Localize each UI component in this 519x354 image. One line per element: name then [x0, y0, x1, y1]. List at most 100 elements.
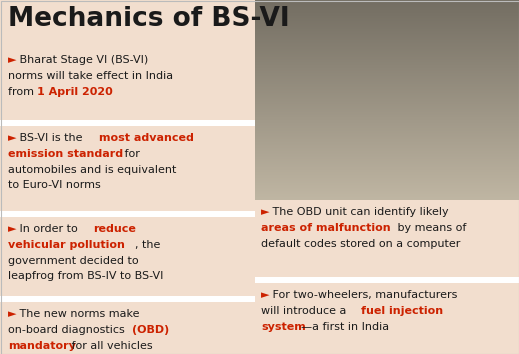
Bar [255, 171, 519, 172]
Bar [255, 133, 519, 134]
Bar [255, 136, 519, 137]
Bar [0, 126, 255, 214]
Bar [255, 14, 519, 15]
Bar [255, 69, 519, 70]
Bar [255, 161, 519, 162]
Bar [255, 121, 519, 122]
Bar [255, 67, 519, 68]
Bar [255, 118, 519, 119]
Bar [255, 156, 519, 157]
Bar [255, 135, 519, 136]
Bar [255, 75, 519, 76]
Bar [255, 130, 519, 131]
Bar [255, 48, 519, 49]
Bar [255, 126, 519, 127]
Bar [255, 26, 519, 27]
Bar [255, 57, 519, 58]
Text: , the: , the [134, 240, 160, 250]
Bar [255, 20, 519, 21]
Bar [255, 88, 519, 89]
Bar [255, 80, 519, 81]
Bar [255, 194, 519, 195]
Bar [255, 9, 519, 10]
Text: to Euro-VI norms: to Euro-VI norms [8, 180, 101, 190]
Bar [255, 65, 519, 66]
Bar [255, 159, 519, 160]
Bar [255, 183, 519, 184]
Bar [255, 151, 519, 152]
Bar [255, 86, 519, 87]
Bar [0, 217, 255, 299]
Bar [255, 143, 519, 144]
Text: In order to: In order to [16, 224, 81, 234]
Bar [255, 24, 519, 25]
Bar [255, 12, 519, 13]
Bar [255, 124, 519, 125]
Bar [255, 184, 519, 185]
Bar [255, 11, 519, 12]
Bar [255, 55, 519, 56]
Bar [255, 186, 519, 187]
Bar [255, 33, 519, 34]
Bar [255, 77, 519, 78]
Bar [255, 79, 519, 80]
Bar [255, 54, 519, 55]
Bar [255, 16, 519, 17]
Text: default codes stored on a computer: default codes stored on a computer [261, 239, 460, 249]
Text: mandatory: mandatory [8, 341, 76, 350]
Bar [255, 152, 519, 153]
Bar [255, 137, 519, 138]
Bar [255, 56, 519, 57]
Bar [255, 90, 519, 91]
Bar [255, 49, 519, 50]
Bar [255, 53, 519, 54]
Bar [255, 84, 519, 85]
Bar [255, 29, 519, 30]
Bar [255, 165, 519, 166]
Text: For two-wheelers, manufacturers: For two-wheelers, manufacturers [269, 290, 458, 300]
Bar [255, 122, 519, 123]
Bar [255, 106, 519, 107]
Bar [255, 283, 519, 354]
Bar [255, 131, 519, 132]
Bar [255, 6, 519, 7]
Text: ►: ► [8, 309, 17, 319]
Bar [255, 147, 519, 148]
Bar [255, 146, 519, 147]
Bar [255, 200, 519, 280]
Text: Mechanics of BS-VI: Mechanics of BS-VI [8, 6, 290, 32]
Bar [255, 115, 519, 116]
Bar [0, 48, 255, 123]
Bar [255, 192, 519, 193]
Bar [255, 41, 519, 42]
Bar [255, 107, 519, 108]
Bar [255, 141, 519, 142]
Bar [255, 2, 519, 3]
Bar [255, 47, 519, 48]
Text: BS-VI is the: BS-VI is the [16, 133, 86, 143]
Bar [255, 155, 519, 156]
Bar [255, 144, 519, 145]
Bar [0, 211, 255, 214]
Bar [255, 188, 519, 189]
Bar [255, 87, 519, 88]
Bar [255, 83, 519, 84]
Bar [255, 103, 519, 104]
Bar [255, 123, 519, 124]
Bar [255, 158, 519, 159]
Text: most advanced: most advanced [99, 133, 194, 143]
Bar [255, 85, 519, 86]
Bar [255, 129, 519, 130]
Text: from: from [8, 87, 37, 97]
Bar [0, 120, 255, 123]
Bar [255, 170, 519, 171]
Bar [255, 177, 519, 178]
Bar [255, 199, 519, 200]
Bar [255, 162, 519, 163]
Text: areas of malfunction: areas of malfunction [261, 223, 391, 233]
Bar [255, 51, 519, 52]
Text: ►: ► [8, 55, 17, 65]
Bar [255, 32, 519, 33]
Text: norms will take effect in India: norms will take effect in India [8, 71, 173, 81]
Bar [255, 58, 519, 59]
